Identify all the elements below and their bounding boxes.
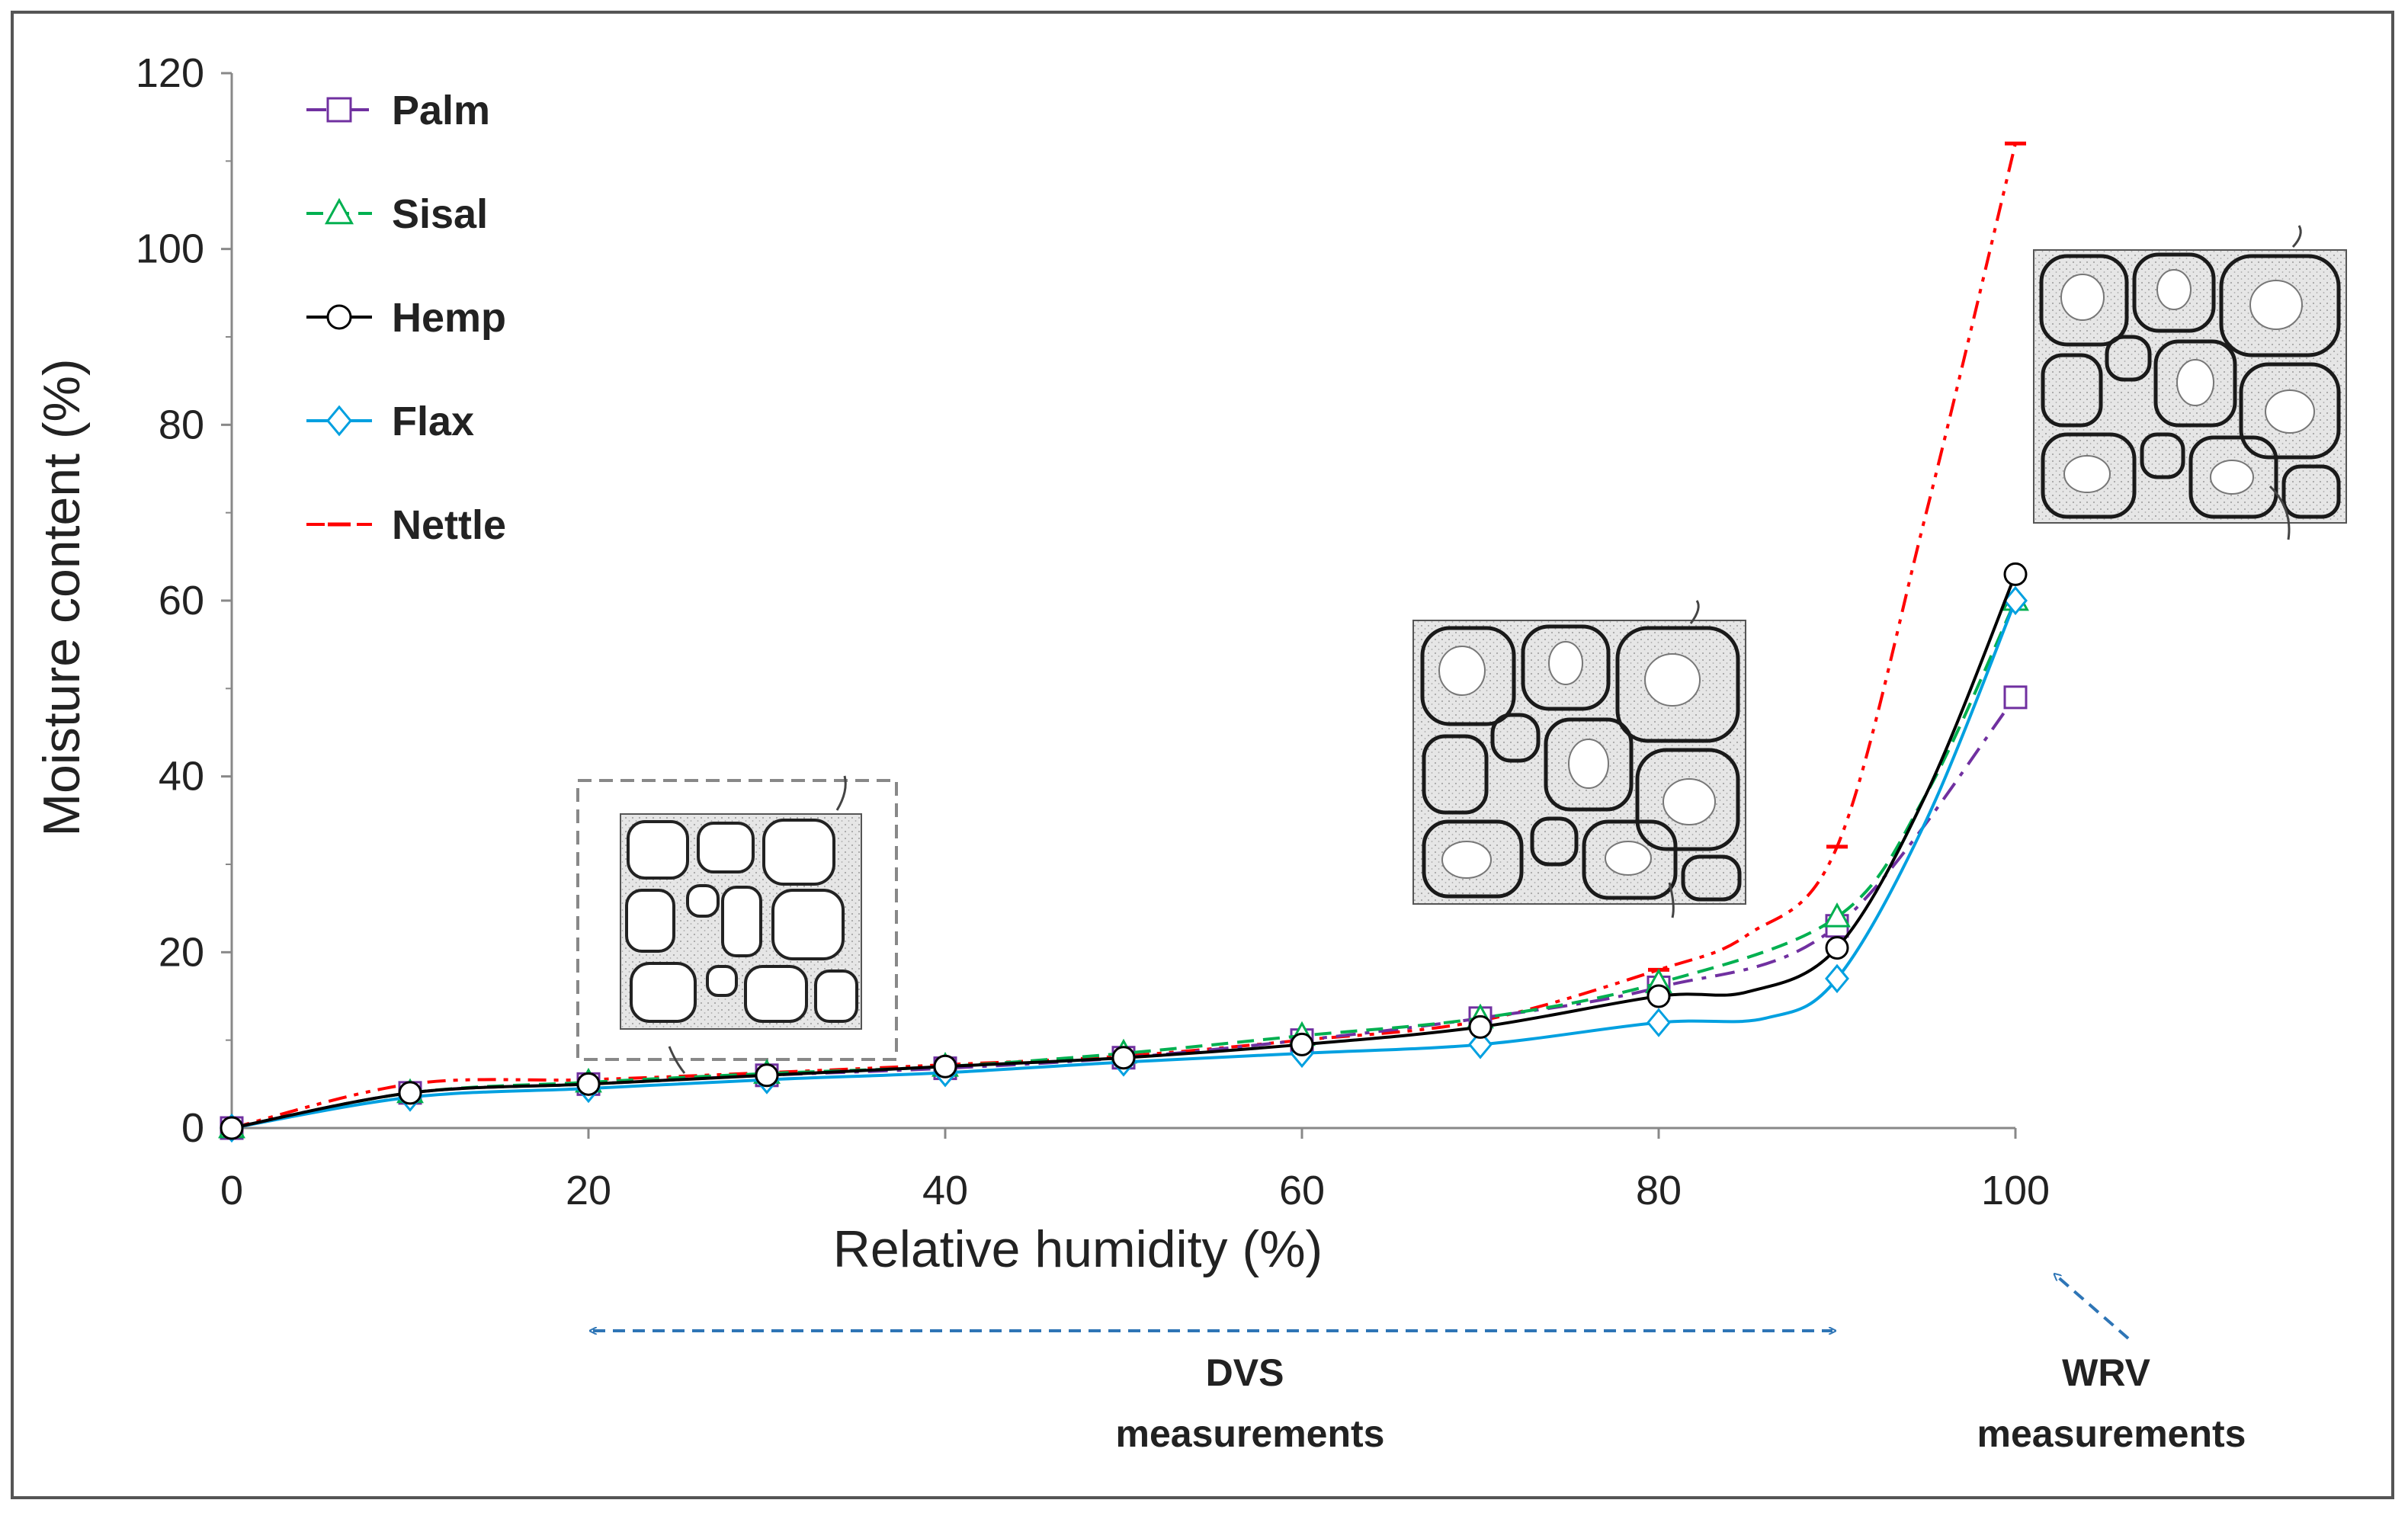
series-nettle-line <box>231 143 2017 1130</box>
data-point-hemp <box>1825 936 1849 960</box>
data-point-hemp <box>1290 1032 1314 1056</box>
cell-illustration-large <box>2033 225 2347 540</box>
y-tick-label: 60 <box>159 578 204 623</box>
cell-illustration-small <box>576 775 898 1074</box>
legend-label-flax: Flax <box>392 399 474 444</box>
y-tick-label: 80 <box>159 402 204 447</box>
series-layer <box>218 141 2029 1143</box>
data-point-palm <box>2003 685 2028 710</box>
figure-frame: 0 20 40 60 80 100 120 0 20 40 60 80 100 Relative hu… <box>11 11 2394 1499</box>
x-tick-label: 20 <box>566 1168 611 1213</box>
x-axis-title: Relative humidity (%) <box>833 1220 1323 1278</box>
legend-marker-sisal <box>324 197 354 225</box>
dvs-label-line2: measurements <box>1116 1412 1385 1455</box>
legend-marker-palm <box>326 97 352 123</box>
legend-item-nettle: Nettle <box>306 502 506 548</box>
y-tick-label: 0 <box>181 1105 204 1151</box>
data-point-flax <box>1825 963 1849 994</box>
data-point-hemp <box>1646 984 1671 1008</box>
y-tick-label: 100 <box>136 226 204 272</box>
data-point-hemp <box>576 1072 601 1096</box>
data-point-hemp <box>398 1081 422 1105</box>
svg-text:WRV measurements: WRV measurements <box>1977 1351 2246 1455</box>
y-tick-label: 120 <box>136 50 204 96</box>
data-point-hemp <box>933 1054 957 1079</box>
x-tick-label: 60 <box>1279 1168 1325 1213</box>
wrv-annotation: WRV measurements <box>1977 1276 2246 1455</box>
legend-label-nettle: Nettle <box>392 502 506 548</box>
data-point-flax <box>1468 1030 1493 1059</box>
data-point-hemp <box>1111 1046 1136 1070</box>
dvs-annotation: DVS measurements <box>593 1331 1832 1455</box>
y-axis: 0 20 40 60 80 100 120 <box>136 50 233 1151</box>
y-tick-label: 20 <box>159 929 204 975</box>
data-point-sisal <box>1823 902 1851 928</box>
y-axis-title: Moisture content (%) <box>33 358 91 836</box>
series-sisal-line <box>231 600 2017 1130</box>
dvs-label-line1: DVS <box>1206 1351 1284 1394</box>
legend-label-hemp: Hemp <box>392 295 506 341</box>
data-point-hemp <box>755 1063 779 1088</box>
data-point-hemp <box>2003 562 2028 586</box>
legend-item-hemp: Hemp <box>306 295 506 341</box>
legend-item-palm: Palm <box>306 88 490 133</box>
wrv-arrow <box>2057 1276 2130 1340</box>
legend-label-palm: Palm <box>392 88 490 133</box>
x-tick-label: 100 <box>1981 1168 2050 1213</box>
series-hemp <box>220 562 2028 1140</box>
svg-text:DVS measurements: DVS measurements <box>1116 1351 1385 1455</box>
x-axis: 0 20 40 60 80 100 <box>220 1127 2050 1213</box>
x-tick-label: 80 <box>1636 1168 1682 1213</box>
x-tick-label: 40 <box>922 1168 968 1213</box>
legend-item-sisal: Sisal <box>306 191 488 237</box>
legend-marker-flax <box>326 405 352 437</box>
wrv-label-line1: WRV <box>2062 1351 2150 1394</box>
legend-marker-hemp <box>326 304 352 330</box>
series-nettle <box>221 141 2026 1130</box>
legend-label-sisal: Sisal <box>392 191 488 237</box>
data-point-hemp <box>1468 1014 1493 1039</box>
legend: Palm Sisal Hemp Flax Nettle <box>306 88 506 548</box>
legend-item-flax: Flax <box>306 399 474 444</box>
y-tick-label: 40 <box>159 754 204 800</box>
moisture-chart: 0 20 40 60 80 100 120 0 20 40 60 80 100 Relative hu… <box>33 50 2347 1455</box>
cell-illustration-medium <box>1412 600 1746 918</box>
data-point-hemp <box>220 1116 244 1140</box>
x-tick-label: 0 <box>220 1168 243 1213</box>
wrv-label-line2: measurements <box>1977 1412 2246 1455</box>
data-point-flax <box>1646 1008 1671 1037</box>
